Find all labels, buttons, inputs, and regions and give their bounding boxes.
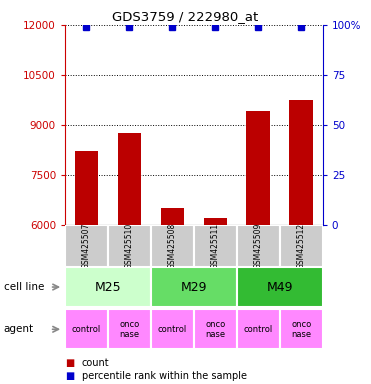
Text: ■: ■	[65, 358, 74, 368]
Text: M25: M25	[95, 281, 121, 293]
Bar	[204, 218, 227, 225]
Bar	[289, 100, 313, 225]
Bar	[151, 267, 237, 307]
Bar	[280, 225, 323, 267]
Text: GSM425511: GSM425511	[211, 223, 220, 269]
Text: GSM425512: GSM425512	[297, 223, 306, 269]
Bar	[65, 267, 151, 307]
Bar	[161, 208, 184, 225]
Bar	[237, 309, 280, 349]
Text: ■: ■	[65, 371, 74, 381]
Bar	[246, 111, 270, 225]
Bar	[151, 225, 194, 267]
Bar	[151, 309, 194, 349]
Text: count: count	[82, 358, 109, 368]
Bar	[118, 133, 141, 225]
Bar	[108, 225, 151, 267]
Bar	[108, 309, 151, 349]
Text: agent: agent	[4, 324, 34, 334]
Text: onco
nase: onco nase	[205, 319, 226, 339]
Bar	[65, 225, 108, 267]
Text: GSM425507: GSM425507	[82, 223, 91, 269]
Text: GSM425509: GSM425509	[254, 223, 263, 269]
Bar	[194, 225, 237, 267]
Text: GSM425508: GSM425508	[168, 223, 177, 269]
Bar	[280, 309, 323, 349]
Text: M29: M29	[181, 281, 207, 293]
Text: GDS3759 / 222980_at: GDS3759 / 222980_at	[112, 10, 259, 23]
Bar	[194, 309, 237, 349]
Bar	[237, 267, 323, 307]
Text: control: control	[244, 325, 273, 334]
Text: onco
nase: onco nase	[291, 319, 311, 339]
Text: control: control	[158, 325, 187, 334]
Text: percentile rank within the sample: percentile rank within the sample	[82, 371, 247, 381]
Text: GSM425510: GSM425510	[125, 223, 134, 269]
Bar	[65, 309, 108, 349]
Bar	[237, 225, 280, 267]
Bar	[75, 151, 98, 225]
Text: cell line: cell line	[4, 282, 44, 292]
Text: control: control	[72, 325, 101, 334]
Text: M49: M49	[266, 281, 293, 293]
Text: onco
nase: onco nase	[119, 319, 139, 339]
